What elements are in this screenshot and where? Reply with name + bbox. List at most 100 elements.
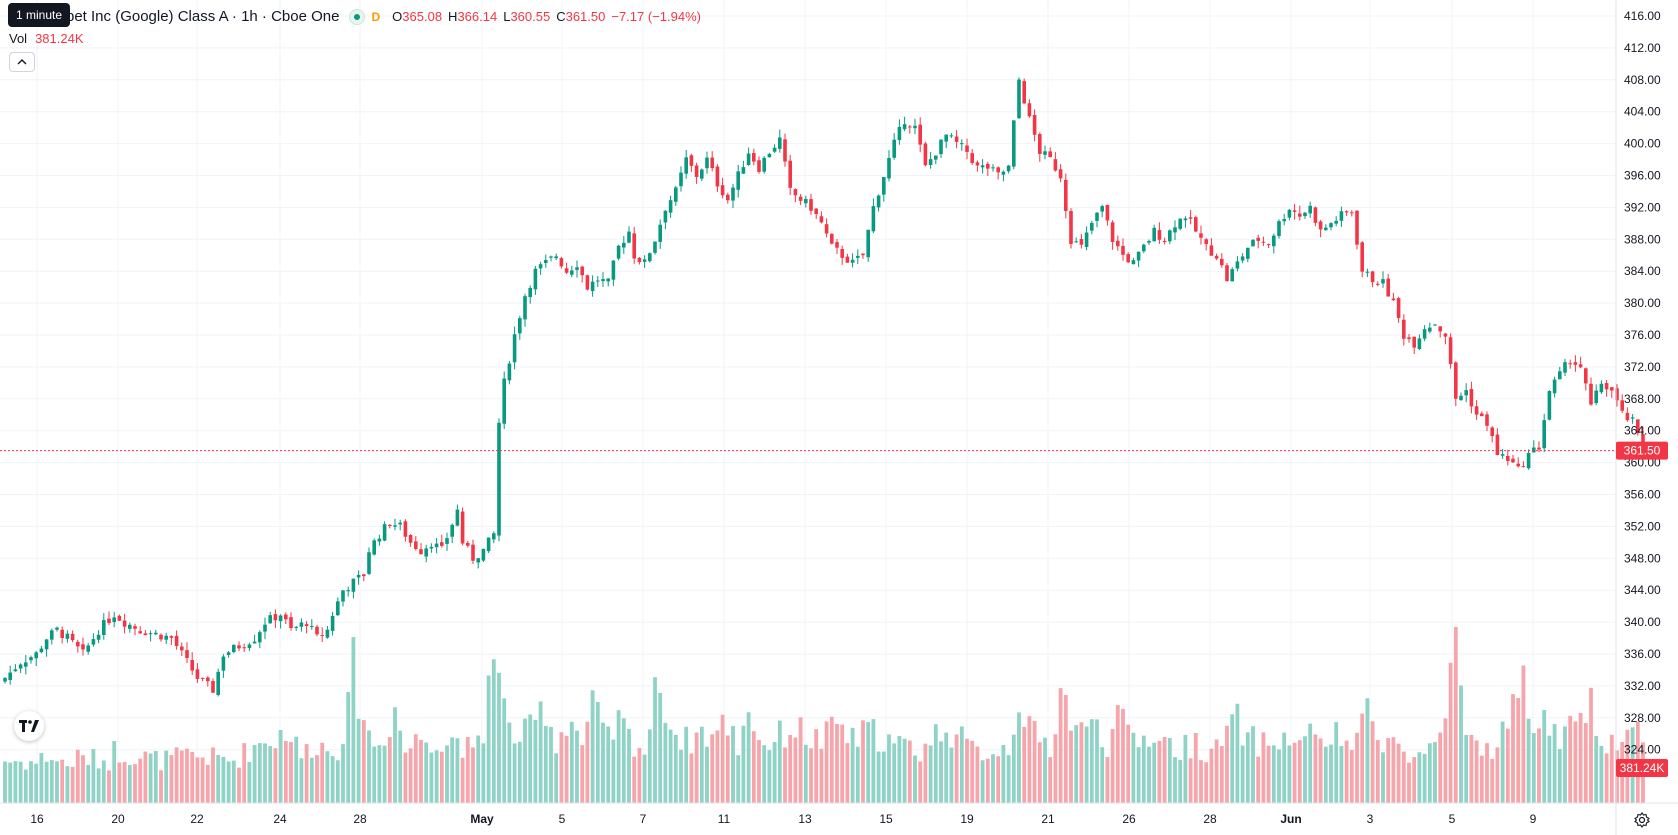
- candle-body: [138, 631, 142, 634]
- candle-body: [39, 648, 44, 653]
- volume-bar: [1100, 747, 1105, 803]
- x-tick-label: 3: [1367, 812, 1374, 826]
- candle-body: [76, 641, 80, 647]
- candle-body: [200, 677, 205, 679]
- volume-bar: [959, 726, 964, 803]
- volume-bar: [1136, 747, 1141, 803]
- volume-bar: [1511, 694, 1515, 803]
- candle-body: [1324, 227, 1328, 231]
- candle-body: [206, 677, 210, 682]
- candle-body: [1230, 269, 1234, 282]
- candle-body: [1630, 417, 1635, 419]
- candle-body: [154, 632, 158, 635]
- y-tick-label: 324.00: [1624, 743, 1661, 757]
- candle-body: [1500, 454, 1505, 456]
- volume-bar: [1609, 734, 1614, 803]
- volume-bar: [689, 753, 694, 803]
- volume-bar: [1167, 738, 1172, 803]
- candle-body: [1038, 134, 1042, 154]
- candle-body: [289, 617, 293, 629]
- x-tick-label: 16: [30, 812, 44, 826]
- y-tick-label: 344.00: [1624, 583, 1661, 597]
- volume-bar: [133, 764, 137, 803]
- candle-body: [674, 187, 678, 202]
- volume-bar: [1204, 762, 1209, 803]
- candle-body: [128, 624, 132, 629]
- candle-body: [918, 124, 922, 145]
- candle-body: [81, 644, 85, 650]
- volume-bar: [1407, 762, 1411, 803]
- volume-bar: [1485, 743, 1489, 803]
- volume-bar: [486, 675, 491, 803]
- candle-body: [70, 633, 75, 641]
- volume-bar: [1022, 726, 1027, 803]
- candle-body: [377, 538, 382, 542]
- volume-bar: [1069, 730, 1073, 803]
- volume-bar: [221, 756, 226, 803]
- collapse-legend-button[interactable]: [9, 52, 35, 72]
- candle-body: [611, 260, 616, 280]
- candle-body: [580, 266, 584, 276]
- low-value: 360.55: [510, 9, 551, 24]
- symbol-title[interactable]: bet Inc (Google) Class A · 1h · Cboe One: [66, 8, 340, 25]
- volume-bar: [580, 745, 585, 803]
- volume-bar: [159, 770, 163, 803]
- volume-bar: [845, 743, 850, 803]
- volume-bar: [949, 747, 954, 803]
- candle-body: [122, 620, 127, 627]
- volume-bar: [887, 734, 891, 803]
- candle-body: [1433, 324, 1437, 326]
- volume-bar: [699, 726, 704, 803]
- data-badge[interactable]: D: [371, 9, 381, 24]
- candle-body: [102, 620, 106, 636]
- time-axis[interactable]: 16 20 22 24 28 May 5 7 11 13 15 19 21 26 28 Jun 3 5 9: [30, 812, 1536, 826]
- candle-body: [856, 255, 860, 258]
- volume-bar: [1287, 745, 1292, 803]
- candle-body: [96, 634, 101, 640]
- candle-body: [1277, 221, 1281, 237]
- candle-body: [408, 535, 413, 543]
- volume-bar: [382, 745, 387, 803]
- volume-bar: [543, 726, 548, 803]
- change-value: −7.17 (−1.94%): [611, 9, 701, 24]
- volume-bar: [913, 755, 917, 803]
- volume-bar: [330, 756, 335, 803]
- x-tick-label: 20: [111, 812, 125, 826]
- candle-body: [1266, 244, 1271, 246]
- volume-legend: Vol 381.24K: [9, 31, 84, 46]
- volume-bar: [1079, 722, 1084, 803]
- tradingview-logo[interactable]: [14, 711, 44, 741]
- y-tick-label: 356.00: [1624, 488, 1661, 502]
- market-status-icon[interactable]: [349, 8, 366, 25]
- volume-bar: [315, 755, 319, 803]
- volume-bar: [710, 734, 715, 803]
- volume-bar: [1349, 750, 1354, 803]
- volume-bar: [1339, 745, 1344, 803]
- volume-bar: [1110, 728, 1115, 803]
- volume-bar: [1183, 734, 1188, 803]
- candle-body: [1313, 207, 1318, 223]
- x-tick-label: 15: [879, 812, 893, 826]
- volume-bar: [273, 748, 278, 803]
- candle-body: [715, 166, 720, 187]
- candle-body: [1162, 240, 1167, 243]
- volume-bar: [907, 740, 912, 803]
- candle-body: [1448, 337, 1453, 365]
- volume-bar: [1001, 744, 1006, 803]
- candle-body: [1422, 329, 1427, 339]
- y-tick-label: 368.00: [1624, 392, 1661, 406]
- chart-settings-button[interactable]: [1631, 809, 1653, 831]
- volume-bar: [455, 738, 460, 803]
- candle-body: [861, 253, 865, 256]
- volume-bar: [731, 726, 735, 803]
- volume-bar: [200, 757, 205, 803]
- volume-bar: [367, 730, 371, 803]
- candle-body: [1173, 227, 1177, 233]
- volume-bar: [741, 725, 746, 803]
- candle-body: [1240, 256, 1245, 261]
- candle-body: [1329, 223, 1333, 228]
- candle-body: [382, 524, 387, 541]
- price-axis[interactable]: 416.00 412.00 408.00 404.00 400.00 396.00 392.…: [1624, 9, 1661, 757]
- volume-bars: [3, 627, 1645, 803]
